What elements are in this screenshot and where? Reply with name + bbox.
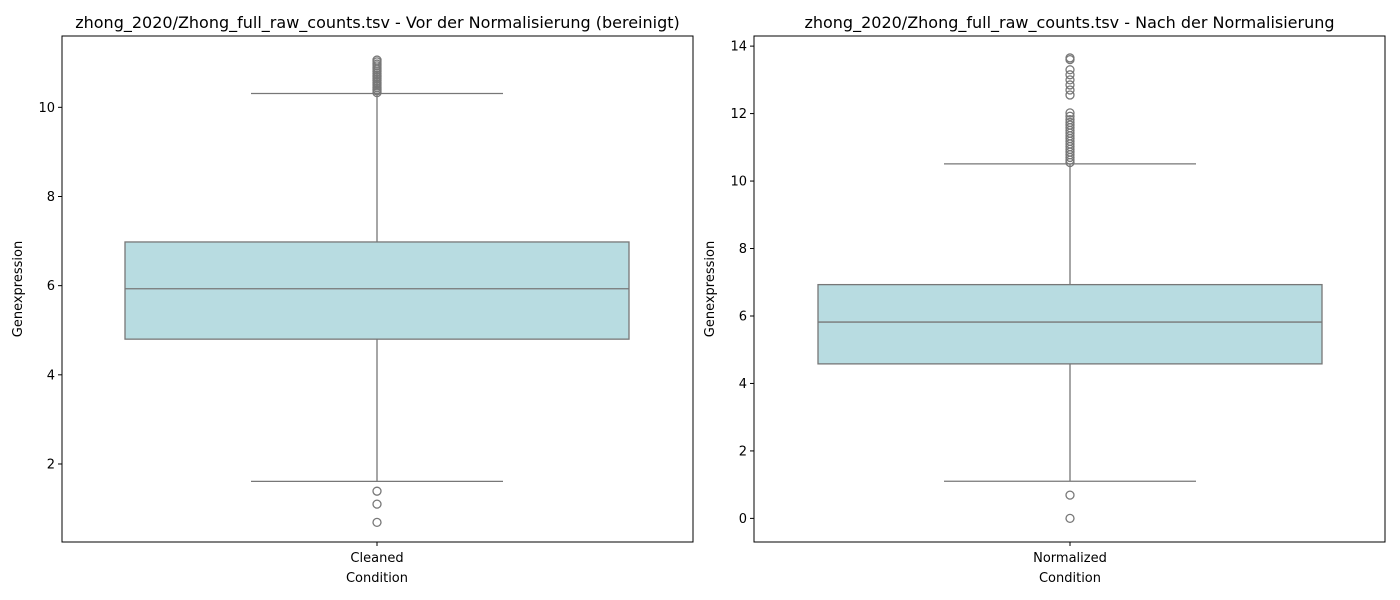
x-tick-label: Normalized (1033, 551, 1107, 566)
y-tick-label: 8 (739, 242, 747, 257)
outlier-point (372, 55, 382, 65)
y-tick-label: 2 (739, 444, 747, 459)
chart-panel-1: zhong_2020/Zhong_full_raw_counts.tsv - V… (11, 13, 694, 586)
y-tick-label: 10 (38, 101, 55, 116)
y-tick-label: 2 (47, 457, 55, 472)
y-tick-label: 0 (739, 512, 747, 527)
outlier-point (372, 499, 382, 509)
y-axis-label: Genexpression (11, 241, 26, 337)
outlier-point (1065, 80, 1075, 90)
y-tick-label: 4 (739, 377, 747, 392)
x-axis-label: Condition (346, 571, 408, 586)
outlier-point (1065, 117, 1075, 128)
x-axis-label: Condition (1039, 571, 1101, 586)
y-tick-label: 4 (47, 368, 55, 383)
outlier-point (1065, 490, 1075, 500)
y-axis-label: Genexpression (703, 241, 718, 337)
outlier-point (1065, 75, 1075, 85)
chart-title: zhong_2020/Zhong_full_raw_counts.tsv - V… (75, 13, 680, 33)
outlier-point (1065, 65, 1075, 75)
y-tick-label: 10 (730, 175, 747, 190)
y-tick-label: 12 (730, 107, 747, 122)
chart-panel-2: zhong_2020/Zhong_full_raw_counts.tsv - N… (703, 13, 1386, 586)
outlier-point (1065, 120, 1075, 130)
outlier-point (1065, 53, 1075, 63)
outlier-point (1065, 111, 1075, 121)
x-tick-label: Cleaned (350, 551, 403, 566)
outlier-point (1065, 85, 1075, 95)
outlier-point (1065, 90, 1075, 100)
outlier-point (1065, 115, 1075, 125)
box-iqr (124, 241, 630, 340)
y-tick-label: 6 (47, 279, 55, 294)
outlier-point (1065, 108, 1075, 118)
box-iqr (817, 283, 1323, 365)
chart-title: zhong_2020/Zhong_full_raw_counts.tsv - N… (804, 13, 1334, 33)
outlier-point (1065, 70, 1075, 80)
y-tick-label: 14 (730, 40, 747, 55)
y-tick-label: 8 (47, 190, 55, 205)
outlier-point (372, 517, 382, 528)
y-tick-label: 6 (739, 309, 747, 324)
outlier-point (1065, 513, 1075, 524)
outlier-point (372, 486, 382, 496)
